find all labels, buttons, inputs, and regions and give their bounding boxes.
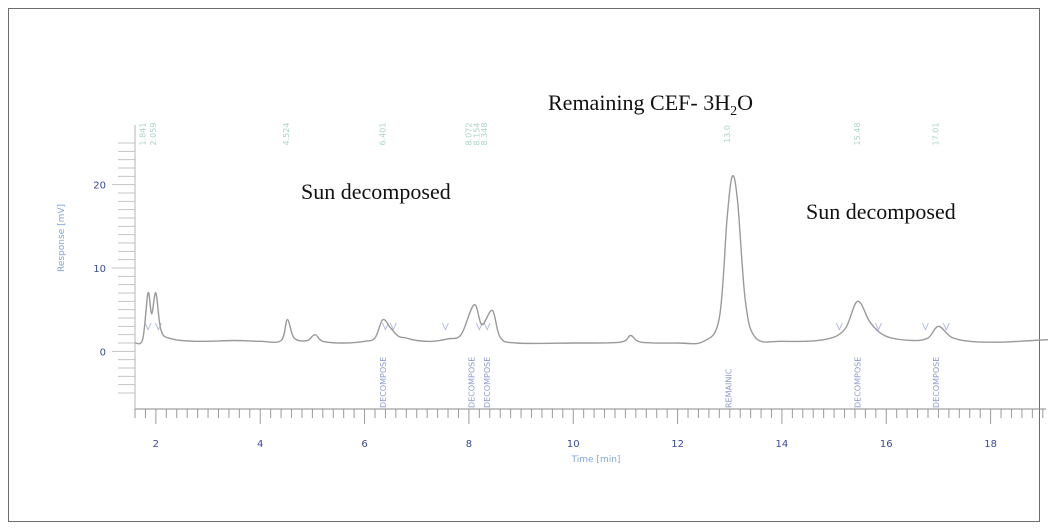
x-tick-label: 2 xyxy=(153,439,159,450)
y-tick-label: 10 xyxy=(93,264,106,275)
peak-marker xyxy=(921,322,929,331)
retention-time-label: 1.841 xyxy=(138,123,147,146)
annotation-remaining: Remaining CEF- 3H2O xyxy=(548,90,753,119)
peak-marker xyxy=(483,322,491,331)
x-tick-label: 8 xyxy=(466,439,472,450)
retention-time-label: 8.072 xyxy=(465,123,474,146)
peak-id-label: DECOMPOSE xyxy=(854,357,863,408)
x-tick-label: 4 xyxy=(257,439,263,450)
y-axis-label: Response [mV] xyxy=(57,204,67,272)
peak-id-label: DECOMPOSE xyxy=(468,357,477,408)
peak-marker xyxy=(389,322,397,331)
retention-time-label: 13.0 xyxy=(723,125,732,143)
peak-id-label: DECOMPOSE xyxy=(379,357,388,408)
peak-labels: DECOMPOSE DECOMPOSE DECOMPOSE REMAINIC DECOM… xyxy=(379,357,941,408)
x-tick-label: 18 xyxy=(984,439,997,450)
retention-time-label: 8.348 xyxy=(480,123,489,146)
peak-id-label: DECOMPOSE xyxy=(483,357,492,408)
x-tick-label: 10 xyxy=(567,439,580,450)
y-tick-label: 0 xyxy=(100,347,106,358)
retention-time-label: 6.401 xyxy=(378,123,387,146)
peak-marker xyxy=(144,322,152,331)
x-tick-label: 6 xyxy=(361,439,367,450)
x-axis-label: Time [min] xyxy=(571,455,621,465)
x-tick-label: 14 xyxy=(776,439,789,450)
retention-time-label: 8.154 xyxy=(472,123,481,146)
peak-marker xyxy=(475,322,483,331)
x-tick-label: 12 xyxy=(671,439,684,450)
peak-marker xyxy=(942,322,950,331)
y-tick-label: 20 xyxy=(93,181,106,192)
peak-markers xyxy=(144,322,950,331)
annotation-sun-decomposed-left: Sun decomposed xyxy=(301,179,451,204)
peak-id-label: REMAINIC xyxy=(725,368,734,408)
retention-time-label: 2.059 xyxy=(149,123,158,146)
chart-frame xyxy=(8,8,1040,522)
x-tick-labels: 2 4 6 8 10 12 14 16 18 xyxy=(153,439,997,450)
retention-time-label: 4.524 xyxy=(282,123,291,146)
peak-marker xyxy=(381,322,389,331)
minor-ticks xyxy=(112,142,1044,424)
peak-marker xyxy=(441,322,449,331)
peak-marker xyxy=(874,322,882,331)
x-tick-label: 16 xyxy=(880,439,893,450)
retention-time-label: 17.01 xyxy=(931,123,940,146)
axes xyxy=(134,125,1046,410)
chromatogram-trace xyxy=(134,175,1048,345)
annotation-sun-decomposed-right: Sun decomposed xyxy=(806,199,956,224)
peak-id-label: DECOMPOSE xyxy=(932,357,941,408)
y-tick-labels: 0 10 20 xyxy=(93,181,106,359)
retention-time-label: 15.48 xyxy=(853,123,862,146)
peak-marker xyxy=(835,322,843,331)
